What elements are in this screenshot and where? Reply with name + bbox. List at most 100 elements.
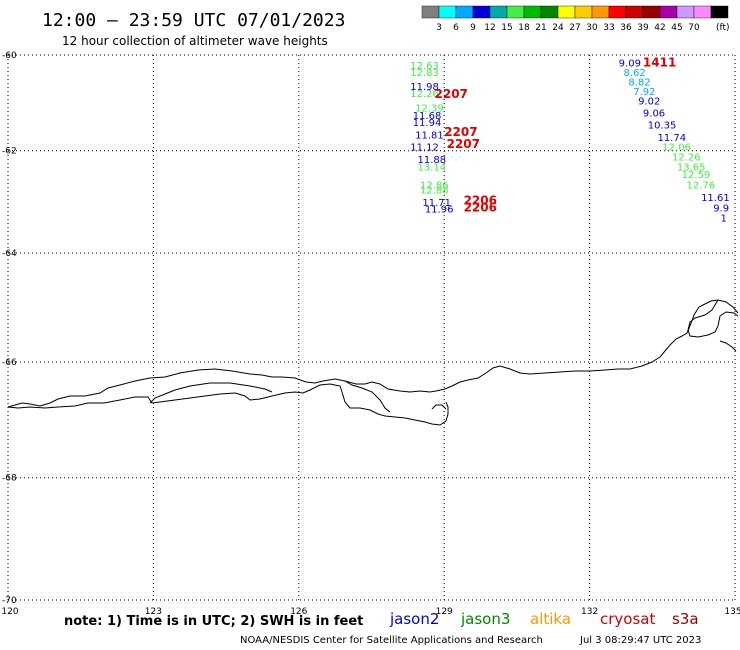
pass-time-label: 2206 xyxy=(464,194,497,208)
wave-height-value: 13.14 xyxy=(418,163,447,174)
color-scale-swatch xyxy=(676,5,695,19)
lon-tick-label: 132 xyxy=(581,607,598,617)
color-scale-label: 21 xyxy=(535,23,546,33)
color-scale-label: 18 xyxy=(518,23,530,33)
pass-time-label: 2207 xyxy=(447,137,480,151)
color-scale-swatch xyxy=(438,5,457,19)
coast-inner-3 xyxy=(344,380,391,413)
wave-height-value: 11.74 xyxy=(657,133,686,144)
color-scale-label: 12 xyxy=(484,23,495,33)
color-scale-swatch xyxy=(642,5,661,19)
color-scale-swatch xyxy=(659,5,678,19)
lon-tick-label: 120 xyxy=(1,607,18,617)
wave-height-value: 9.09 xyxy=(619,59,641,70)
coast-right xyxy=(687,299,739,338)
color-scale-label: 15 xyxy=(501,23,512,33)
map-grid xyxy=(7,54,736,601)
credit-line: NOAA/NESDIS Center for Satellite Applica… xyxy=(240,635,543,646)
lat-tick-label: -70 xyxy=(2,596,17,606)
color-scale-label: 42 xyxy=(654,23,665,33)
coast-inner-2 xyxy=(149,382,273,404)
wave-height-value: 12.26 xyxy=(672,153,701,164)
color-scale-label: 39 xyxy=(637,23,649,33)
wave-height-value: 11.96 xyxy=(425,204,454,215)
wave-height-value: 12.86 xyxy=(420,180,449,191)
lat-tick-label: -64 xyxy=(2,249,17,259)
timestamp: Jul 3 08:29:47 UTC 2023 xyxy=(579,635,701,646)
wave-height-value: 12.06 xyxy=(662,143,691,154)
color-scale-label: 3 xyxy=(436,23,442,33)
footer-note: note: 1) Time is in UTC; 2) SWH is in fe… xyxy=(64,614,363,629)
color-scale-swatch xyxy=(574,5,593,19)
wave-height-value: 11.61 xyxy=(701,193,730,204)
color-scale-swatch xyxy=(523,5,542,19)
color-scale-swatch xyxy=(506,5,525,19)
wave-height-value: 12.88 xyxy=(420,185,449,196)
color-scale-label: 36 xyxy=(620,23,632,33)
wave-height-value: 12.63 xyxy=(410,61,439,72)
coastline xyxy=(7,299,739,426)
wave-height-value: 13.65 xyxy=(677,163,706,174)
wave-height-value: 10.35 xyxy=(648,121,677,132)
wave-height-value: 9.9 xyxy=(713,203,729,214)
pass-time-label: 1411 xyxy=(643,56,676,70)
pass-time-label: 2207 xyxy=(435,87,468,101)
color-scale-swatch xyxy=(591,5,610,19)
satellite-name: cryosat xyxy=(600,610,655,628)
wave-height-value: 11.94 xyxy=(413,118,442,129)
lat-tick-label: -60 xyxy=(2,51,17,61)
satellite-name: jason3 xyxy=(460,610,510,628)
lon-tick-label: 126 xyxy=(290,607,307,617)
color-scale-swatch xyxy=(693,5,712,19)
color-scale-label: 9 xyxy=(470,23,476,33)
wave-height-value: 12.76 xyxy=(687,180,716,191)
color-scale-swatch xyxy=(455,5,474,19)
color-scale-swatch xyxy=(608,5,627,19)
wave-height-value: 8.82 xyxy=(628,77,650,88)
lat-tick-label: -68 xyxy=(2,474,17,484)
color-scale-swatch xyxy=(540,5,559,19)
lon-tick-label: 123 xyxy=(145,607,162,617)
altimeter-tracks: 12.6312.8311.9812.2612.3911.6811.9411.81… xyxy=(410,59,729,225)
map-subtitle: 12 hour collection of altimeter wave hei… xyxy=(62,34,328,48)
satellite-name: jason2 xyxy=(389,610,439,628)
wave-height-value: 11.12 xyxy=(410,143,439,154)
satellite-name: s3a xyxy=(672,610,699,628)
color-scale-swatch xyxy=(625,5,644,19)
wave-height-value: 12.39 xyxy=(415,104,444,115)
wave-height-value: 1 xyxy=(720,214,726,225)
color-scale-label: 45 xyxy=(671,23,682,33)
coast-inner-4 xyxy=(431,404,447,410)
pass-time-label: 2207 xyxy=(444,125,477,139)
lon-tick-label: 135 xyxy=(724,607,740,617)
wave-height-value: 11.71 xyxy=(422,198,451,209)
color-scale-label: 27 xyxy=(569,23,580,33)
lat-tick-label: -66 xyxy=(2,358,17,368)
lat-tick-label: -62 xyxy=(2,147,17,157)
color-scale-label: 33 xyxy=(603,23,614,33)
satellite-name: altika xyxy=(530,610,571,628)
satellite-legend: jason2 jason3 altika cryosat s3a xyxy=(389,610,699,628)
color-scale-label: 6 xyxy=(453,23,459,33)
wave-height-value: 12.83 xyxy=(410,68,439,79)
wave-height-value: 12.59 xyxy=(682,170,711,181)
color-scale-swatch xyxy=(710,5,729,19)
color-scale-label: 24 xyxy=(552,23,564,33)
wave-height-value: 9.02 xyxy=(638,96,660,107)
pass-labels: 2207220722072206220614111 xyxy=(435,56,740,215)
coast-inner-1 xyxy=(7,383,449,426)
map-title: 12:00 – 23:59 UTC 07/01/2023 xyxy=(42,10,345,31)
color-scale-label: 70 xyxy=(688,23,700,33)
wave-height-value: 12.26 xyxy=(410,89,439,100)
color-scale-legend: 3 6 9 12 15 18 21 24 27 30 33 36 39 42 45 70 xyxy=(421,5,729,33)
color-scale-swatch xyxy=(557,5,576,19)
wave-height-value: 9.06 xyxy=(643,108,665,119)
wave-height-value: 7.92 xyxy=(633,87,655,98)
coast-right-2 xyxy=(719,340,737,352)
wave-height-value: 11.88 xyxy=(418,155,447,166)
color-scale-swatch xyxy=(421,5,440,19)
pass-time-label: 2206 xyxy=(464,200,497,214)
color-scale-swatch xyxy=(472,5,491,19)
